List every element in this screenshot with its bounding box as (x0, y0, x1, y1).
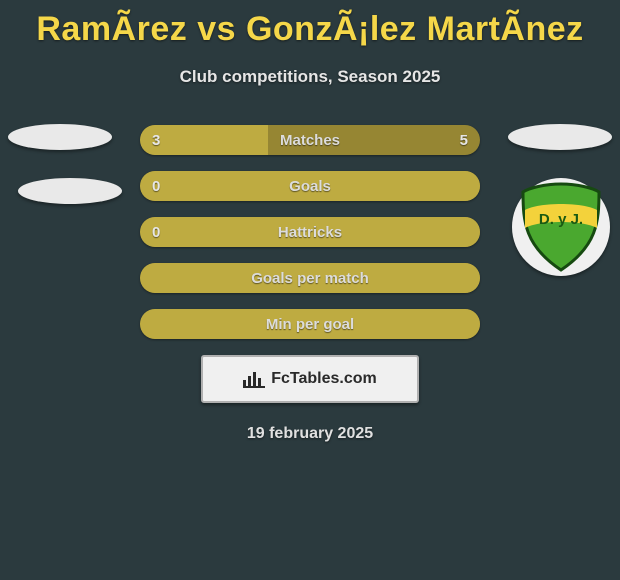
stat-label: Min per goal (266, 316, 354, 333)
stat-row: 0 Goals (140, 171, 480, 201)
page-subtitle: Club competitions, Season 2025 (0, 67, 620, 87)
svg-text:D. y J.: D. y J. (539, 211, 583, 228)
stat-row: Min per goal (140, 309, 480, 339)
stat-row: 3 Matches 5 (140, 125, 480, 155)
stat-right-value: 5 (460, 132, 468, 149)
left-club-ellipse-1 (8, 124, 112, 150)
source-text: FcTables.com (271, 370, 377, 388)
stat-label: Goals (289, 178, 331, 195)
right-club-ellipse-1 (508, 124, 612, 150)
left-club-ellipse-2 (18, 178, 122, 204)
stat-row: 0 Hattricks (140, 217, 480, 247)
shield-icon: D. y J. (519, 182, 603, 272)
stat-left-value: 0 (152, 224, 160, 241)
date-text: 19 february 2025 (0, 425, 620, 443)
stat-label: Goals per match (251, 270, 369, 287)
stat-left-value: 0 (152, 178, 160, 195)
right-club-badge: D. y J. (512, 178, 610, 276)
stat-row: Goals per match (140, 263, 480, 293)
stat-label: Matches (280, 132, 340, 149)
stat-label: Hattricks (278, 224, 342, 241)
page-title: RamÃ­rez vs GonzÃ¡lez MartÃ­nez (0, 0, 620, 49)
stat-left-value: 3 (152, 132, 160, 149)
stats-container: 3 Matches 5 0 Goals 0 Hattricks Goals per match… (140, 125, 480, 339)
source-box: FcTables.com (201, 355, 419, 403)
bar-chart-icon (243, 370, 265, 388)
